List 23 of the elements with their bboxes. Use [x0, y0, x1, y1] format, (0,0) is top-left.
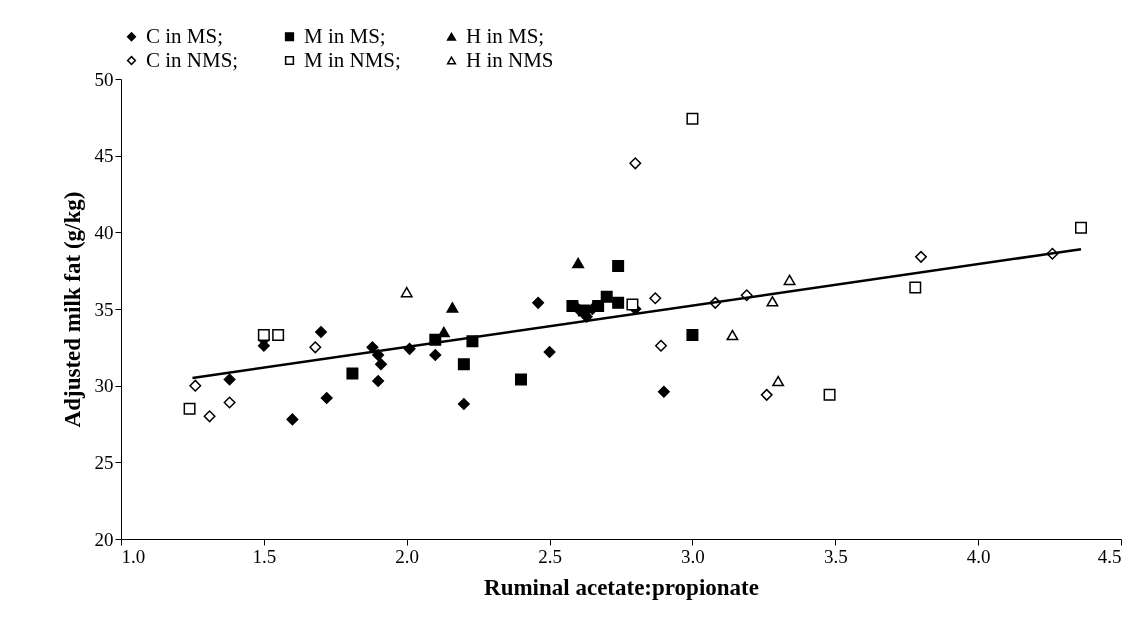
x-axis-title: Ruminal acetate:propionate	[484, 574, 759, 600]
legend-label: M in NMS;	[304, 47, 401, 72]
x-tick-label: 3.5	[823, 545, 848, 567]
legend-label: C in NMS;	[146, 47, 239, 72]
x-tick-label: 1.0	[121, 545, 146, 567]
legend-label: H in MS;	[466, 23, 545, 48]
x-tick-label: 4.0	[966, 545, 991, 567]
y-tick-label: 20	[94, 528, 114, 550]
x-tick-label: 2.5	[538, 545, 562, 567]
x-tick-label: 1.5	[252, 545, 277, 567]
legend-label: C in MS;	[146, 23, 224, 48]
legend-label: M in MS;	[304, 23, 386, 48]
y-axis-title: Adjusted milk fat (g/kg)	[59, 191, 85, 428]
y-tick-label: 50	[94, 68, 114, 90]
y-tick-label: 30	[94, 375, 114, 397]
x-tick-label: 2.0	[395, 545, 420, 567]
legend-label: H in NMS	[466, 47, 554, 72]
y-tick-label: 35	[94, 298, 114, 320]
y-tick-label: 45	[94, 145, 114, 167]
y-tick-label: 25	[94, 451, 114, 473]
x-tick-label: 3.0	[681, 545, 705, 567]
y-tick-label: 40	[94, 221, 114, 243]
x-tick-label: 4.5	[1097, 545, 1122, 567]
